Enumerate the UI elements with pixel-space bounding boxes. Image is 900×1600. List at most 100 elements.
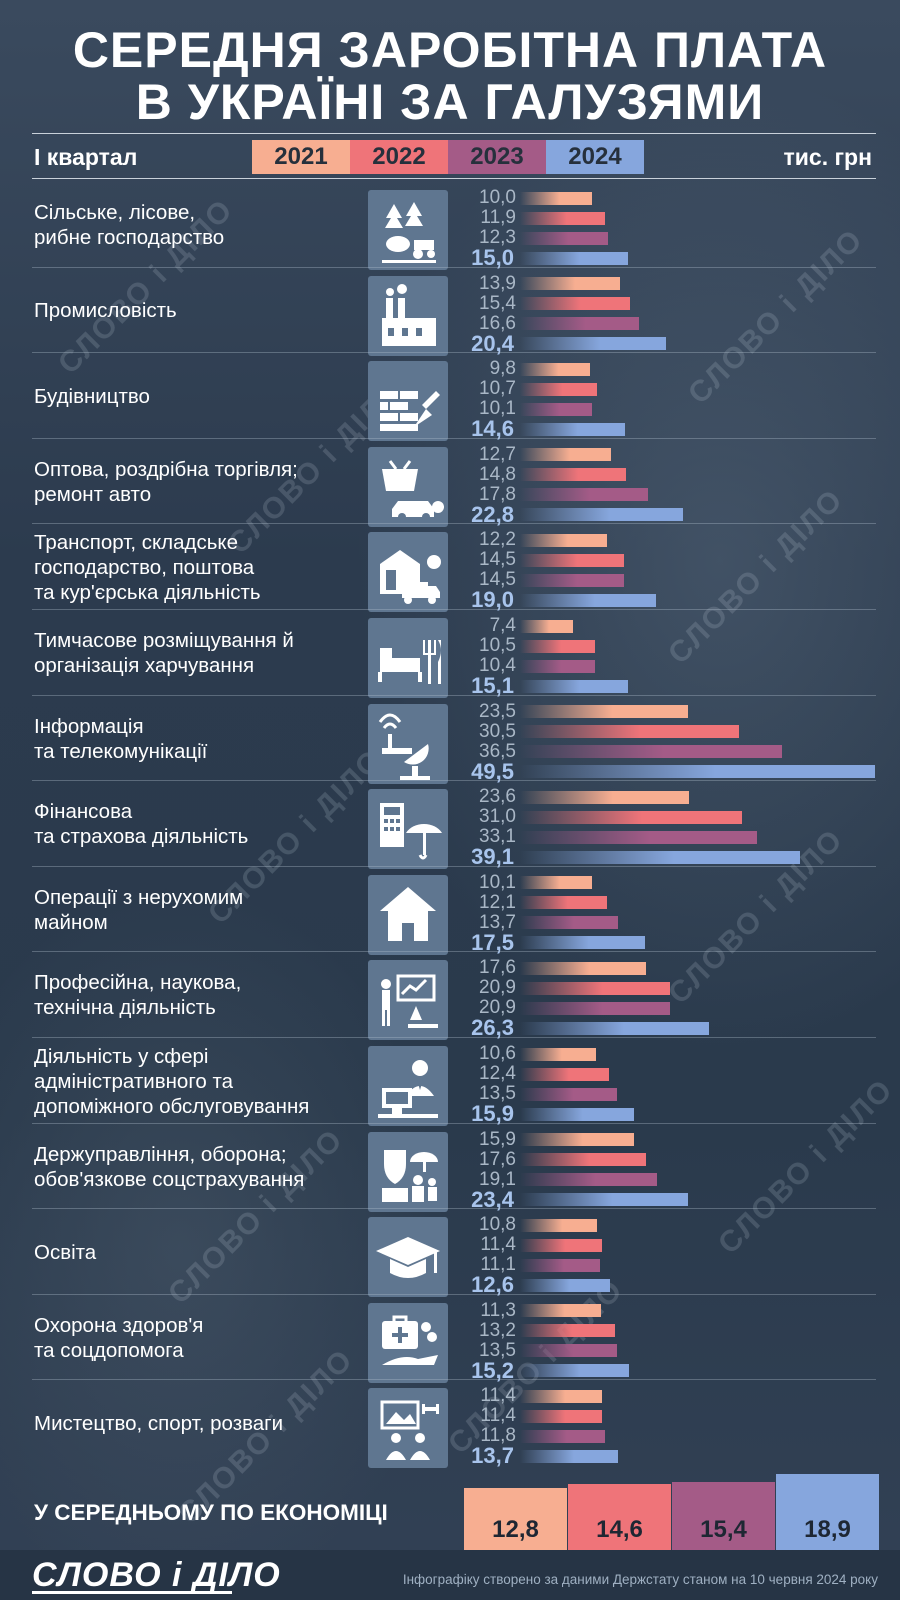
shield-family-icon [368,1131,448,1212]
medkit-hand-icon [368,1302,448,1383]
value-label-2021: 23,5 [479,700,516,722]
category-label: Освіта [34,1240,364,1265]
value-label-2021: 17,6 [479,957,516,979]
bar-2021 [520,705,689,719]
bar-2024 [520,422,625,436]
bar-2021 [520,961,647,975]
category-label-line: рибне господарство [34,226,225,249]
value-label-2023: 36,5 [479,740,516,762]
warehouse-truck-icon [368,532,448,613]
value-label-2021: 23,6 [479,786,516,808]
bar-2023 [520,231,609,245]
category-label: Мистецтво, спорт, розваги [34,1411,364,1436]
category-label-line: та кур'єрська діяльність [34,580,261,604]
bed-cutlery-icon [368,618,448,698]
value-label-2024: 15,9 [471,1101,514,1126]
bar-2024 [520,1449,619,1463]
bar-2021 [520,1047,596,1061]
bar-2024 [520,1021,709,1035]
category-label-line: Оптова, роздрібна торгівля; [34,457,298,481]
average-label: У СЕРЕДНЬОМУ ПО ЕКОНОМІЦІ [34,1500,388,1525]
value-label-2022: 11,9 [480,207,516,228]
bar-2021 [520,362,591,376]
category-label-line: Держуправління, оборона; [34,1142,287,1166]
category-label-line: Промисловість [34,299,177,323]
value-label-2021: 10,8 [479,1214,516,1236]
category-label-line: та телекомунікації [34,739,208,763]
value-label-2024: 13,7 [471,1443,514,1469]
bar-2022 [520,725,739,739]
value-label-2023: 12,3 [479,227,516,248]
category-label: Діяльність у сфері адміністративного та до… [34,1044,364,1119]
value-label-2024: 39,1 [471,844,514,870]
average-value-2021: 12,8 [492,1515,539,1543]
bar-2023 [520,402,593,416]
category-label: Охорона здоров'я та соцдопомога [34,1313,364,1363]
category-label: Транспорт, складське господарство, поштов… [34,530,364,605]
category-label: Сільське, лісове, рибне господарство [34,200,364,250]
bar-2023 [520,573,624,587]
value-label-2023: 19,1 [479,1168,516,1190]
category-label-line: та страхова діяльність [34,825,249,849]
category-label: Оптова, роздрібна торгівля; ремонт авто [34,457,364,507]
category-label-line: Тимчасове розміщування й [34,629,294,652]
bricks-trowel-icon [368,361,448,442]
bar-2022 [520,1153,647,1167]
category-label-line: Будівництво [34,384,150,408]
source-note: Інфографіку створено за даними Держстату… [402,1572,878,1587]
value-label-2024: 49,5 [471,758,514,784]
category-label: Фінансова та страхова діяльність [34,799,364,849]
value-label-2023: 10,4 [479,655,516,676]
category-label-line: Операції з нерухомим [34,885,244,909]
row-separator [32,865,876,867]
bar-2022 [520,1238,602,1252]
average-value-2022: 14,6 [596,1515,643,1543]
category-label-line: обов'язкове соцстрахування [34,1167,305,1191]
category-label: Будівництво [34,384,364,409]
value-label-2022: 20,9 [479,977,516,999]
value-label-2024: 12,6 [471,1272,514,1298]
category-label-line: технічна діяльність [34,996,216,1020]
bar-2021 [520,533,608,547]
value-label-2024: 15,2 [471,1357,514,1383]
logo-underline [32,1591,232,1594]
value-label-2022: 10,7 [479,378,516,400]
value-label-2023: 17,8 [479,483,516,505]
value-label-2024: 20,4 [471,330,514,356]
row-separator [32,1037,876,1038]
quarter-label: І квартал [34,144,138,170]
row-separator [32,951,876,953]
category-label: Тимчасове розміщування й організація харч… [34,628,364,678]
bar-2024 [520,850,801,864]
bar-2023 [520,1429,605,1443]
unit-label: тис. грн [783,144,873,170]
value-label-2021: 10,1 [479,871,516,893]
row-separator [32,780,876,782]
satellite-icon [368,703,448,784]
value-label-2024: 26,3 [471,1015,514,1041]
bar-2024 [520,1364,629,1378]
header-divider-top [32,133,876,134]
bar-2022 [520,810,743,824]
bar-2022 [520,1324,615,1338]
bar-2021 [520,191,592,205]
value-label-2023: 13,5 [479,1339,516,1361]
value-label-2022: 14,8 [479,463,516,485]
value-label-2023: 13,7 [479,911,516,933]
category-label-line: Інформація [34,714,144,738]
value-label-2023: 33,1 [479,826,516,848]
value-label-2024: 14,6 [471,416,514,442]
category-label-line: Професійна, наукова, [34,971,242,995]
bar-2022 [520,553,624,567]
graduation-cap-icon [368,1217,448,1298]
bar-2024 [520,765,875,779]
bar-2021 [520,1133,634,1147]
category-label-line: Транспорт, складське [34,530,239,554]
calculator-umbrella-icon [368,789,448,870]
bar-2021 [520,1218,598,1232]
bar-2023 [520,488,648,502]
average-bar-2023: 15,4 [672,1481,775,1552]
bar-2022 [520,1067,609,1081]
row-separator [32,266,876,268]
value-label-2022: 10,5 [479,635,516,656]
